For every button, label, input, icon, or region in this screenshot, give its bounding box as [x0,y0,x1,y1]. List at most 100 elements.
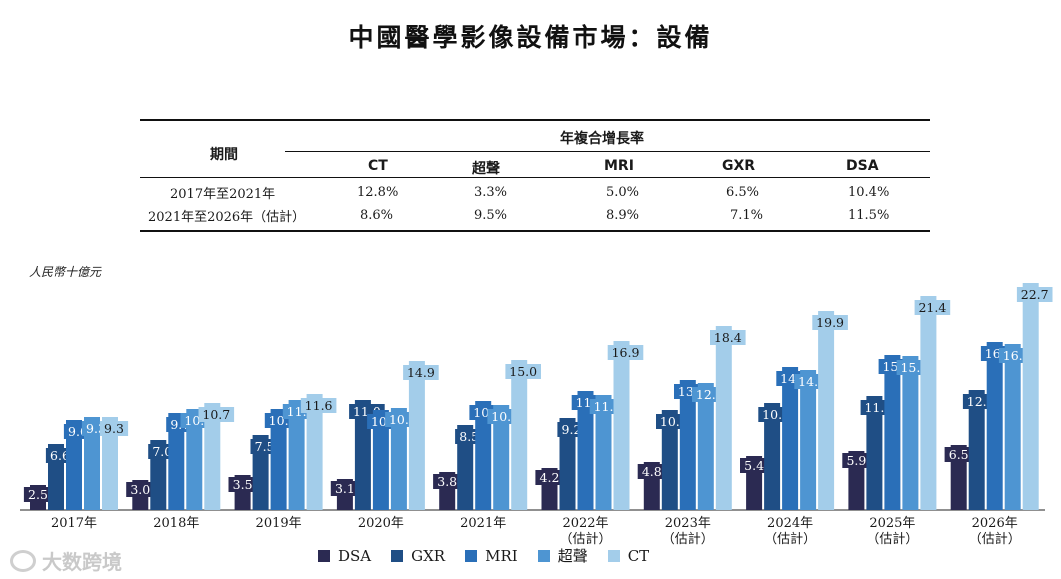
col-header-dsa: DSA [846,158,879,174]
bar-CT-1 [204,403,221,510]
x-tick-label: （估計） [764,531,816,547]
bar-GXR-5 [559,418,576,510]
col-header-ct: CT [368,158,388,174]
data-label-box [535,470,564,485]
data-label: 15.0 [509,364,537,379]
legend-item-dsa: DSA [318,547,371,565]
x-tick-label: 2017年 [51,516,97,531]
page-title: 中國醫學影像設備市場：設備 [348,23,713,52]
bar-CT-9 [1022,283,1039,510]
bar-CT-5 [613,341,630,510]
legend-item-ultrasound: 超聲 [537,545,588,566]
x-tick-label: 2025年 [869,516,915,531]
cagr-value: 6.5% [726,185,760,200]
cagr-value: 10.4% [848,185,890,200]
cagr-value: 5.0% [606,185,640,200]
x-tick-label: 2021年 [460,516,506,531]
cagr-value: 8.6% [360,208,394,223]
legend-label: GXR [411,546,446,565]
bar-GXR-3 [354,400,371,510]
bar-GXR-8 [866,396,883,510]
data-label: 22.7 [1021,287,1049,302]
legend-label: MRI [485,546,518,565]
x-tick-label: （估計） [662,531,714,547]
data-label: 3.5 [233,477,253,492]
data-label-box [433,474,462,489]
data-label-box [812,315,848,330]
data-label: 7.0 [152,444,172,459]
bar-MRI-3 [372,410,389,510]
x-tick-label: 2026年 [972,516,1018,531]
data-label: 9.3 [104,421,124,436]
cagr-value: 12.8% [357,185,399,200]
data-label: 4.8 [642,464,662,479]
data-label: 5.4 [744,458,764,473]
bar-超聲-9 [1004,344,1021,510]
x-tick-label: 2019年 [256,516,302,531]
bar-MRI-8 [884,355,901,510]
legend-item-gxr: GXR [391,547,445,565]
data-label-box [300,398,337,413]
data-label: 16.9 [612,345,640,360]
data-label-box [403,365,439,380]
data-label: 9.2 [562,422,582,437]
bar-CT-4 [511,360,528,510]
bar-CT-3 [408,361,425,510]
bar-MRI-9 [986,342,1003,510]
bar-GXR-4 [457,425,474,510]
data-label: 4.2 [540,470,560,485]
legend-item-ct: CT [607,546,650,565]
data-label: 2.5 [28,487,48,502]
cagr-value: 11.5% [848,208,890,223]
data-label: 6.6 [50,448,70,463]
row-period-2: 2021年至2026年（估計） [148,210,306,225]
legend: DSA GXR MRI 超聲 CT [318,545,669,566]
cagr-group-header: 年複合增長率 [560,131,644,147]
legend-label: DSA [338,546,372,565]
legend-label: CT [627,546,650,565]
data-label-box [944,447,973,462]
cagr-value: 7.1% [730,208,764,223]
data-label-box [710,330,746,345]
x-tick-label: 2024年 [767,516,813,531]
data-label: 3.0 [130,482,150,497]
bar-超聲-2 [288,400,305,510]
data-label-box [505,364,541,379]
legend-swatch [318,549,330,562]
data-label: 6.5 [949,447,969,462]
data-label: 19.9 [816,315,844,330]
bar-超聲-7 [800,370,817,510]
bar-CT-0 [102,417,118,510]
data-label: 3.1 [335,481,355,496]
legend-swatch [537,549,550,562]
data-label: 11.6 [305,398,333,413]
watermark: 大数跨境 [10,546,122,575]
data-label-box [23,487,53,502]
cagr-value: 8.9% [606,208,640,223]
bar-CT-2 [306,394,323,510]
bar-MRI-4 [475,401,492,510]
row-period-1: 2017年至2021年 [170,187,276,202]
bar-CT-8 [920,296,937,510]
unit-label: 人民幣十億元 [29,265,102,279]
bar-MRI-2 [270,409,287,510]
data-label: 14.9 [407,365,435,380]
col-header-mri: MRI [604,158,634,174]
data-label-box [740,458,769,473]
bar-CT-6 [715,326,732,510]
x-tick-label: （估計） [866,531,918,547]
bar-超聲-4 [493,405,510,510]
data-label-box [637,464,666,479]
data-label: 18.4 [714,330,742,345]
bar-超聲-8 [902,356,919,510]
period-header: 期間 [210,147,238,163]
bar-超聲-0 [84,417,100,510]
bar-超聲-3 [390,408,407,510]
data-label: 10.7 [202,407,230,422]
legend-label: 超聲 [557,547,588,565]
table-rule-group [285,151,930,152]
bar-MRI-6 [679,380,696,510]
x-tick-label: （估計） [559,531,611,547]
data-label-box [842,453,871,468]
